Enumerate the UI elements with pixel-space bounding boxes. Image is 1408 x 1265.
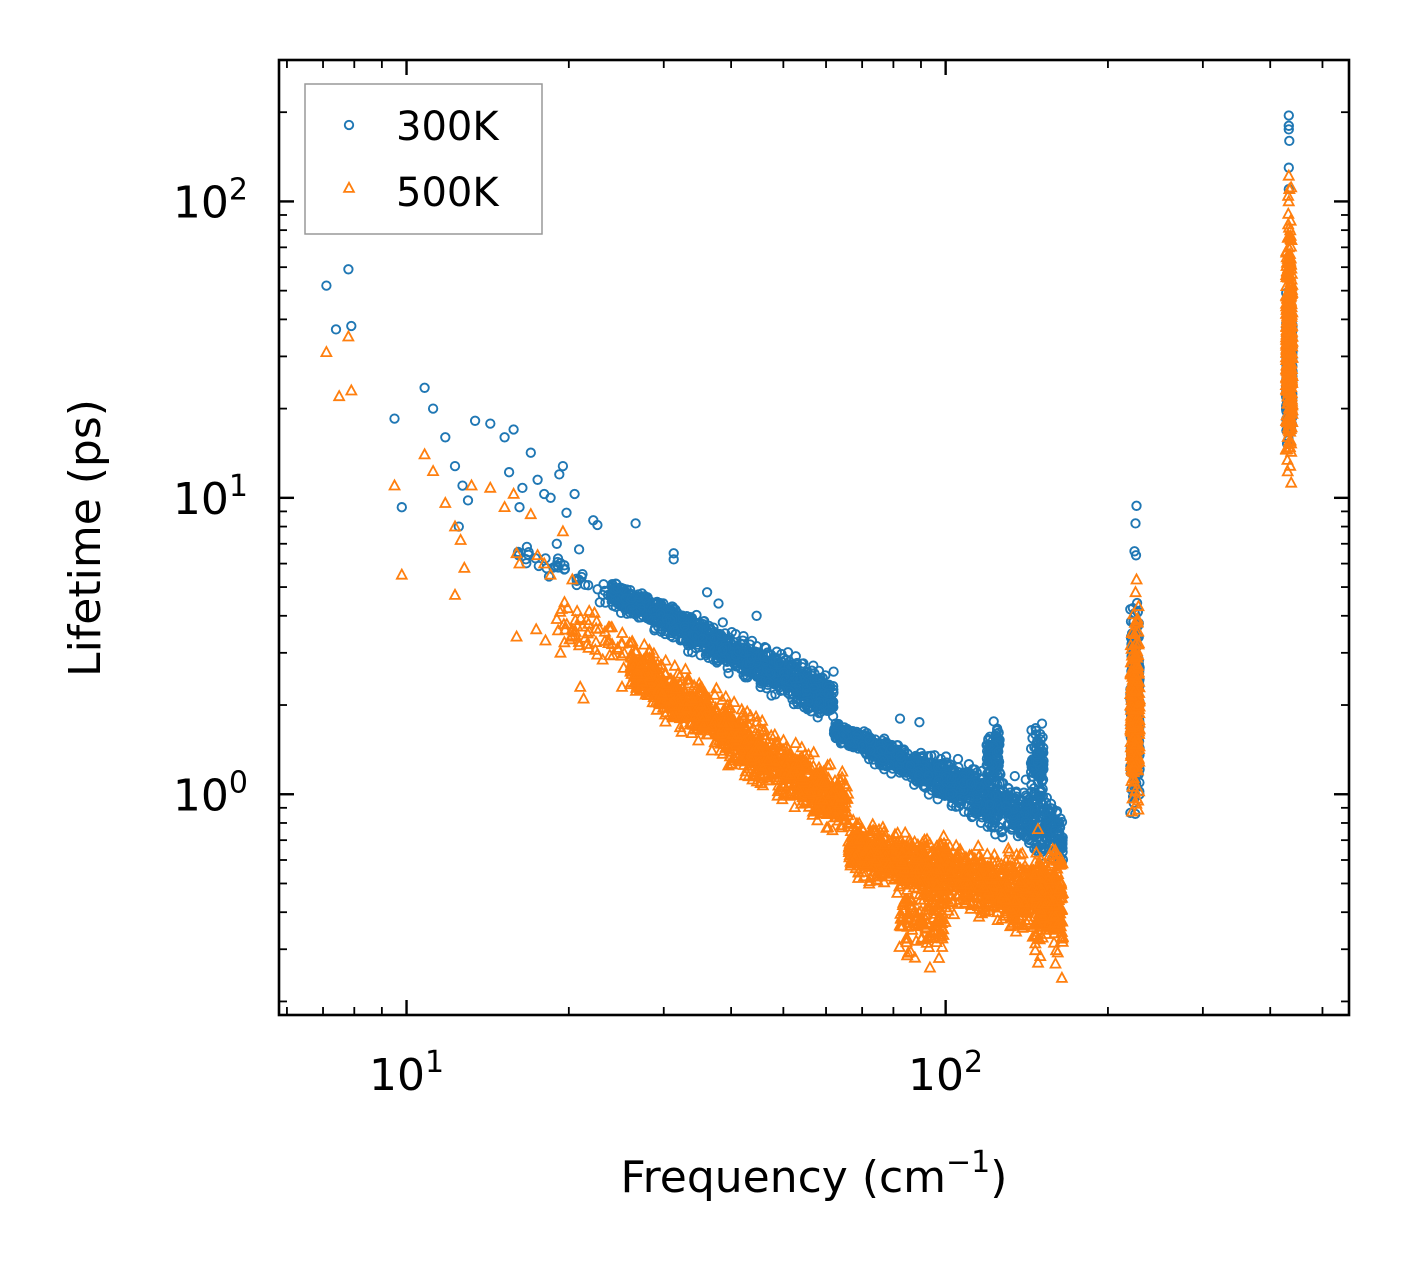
data-point-300k (523, 546, 534, 558)
data-point-300k (521, 541, 533, 553)
data-point-300k (683, 640, 694, 651)
data-point-300k (773, 657, 784, 668)
data-point-300k (679, 621, 690, 632)
data-point-300k (744, 657, 755, 668)
data-point-300k (766, 690, 777, 701)
data-point-300k (809, 668, 820, 679)
points-layer (319, 110, 1300, 983)
data-point-300k (778, 667, 789, 678)
data-point-300k (592, 584, 603, 595)
data-point-300k (703, 620, 715, 632)
data-point-300k (790, 651, 801, 662)
data-point-300k (550, 561, 561, 572)
data-point-300k (773, 680, 784, 692)
data-point-300k (737, 635, 749, 646)
data-point-300k (738, 670, 749, 681)
data-point-300k (828, 681, 839, 692)
data-point-300k (677, 610, 688, 621)
data-point-300k (798, 697, 809, 708)
data-point-300k (771, 666, 782, 678)
data-point-300k (784, 689, 795, 700)
data-point-300k (751, 651, 762, 662)
data-point-300k (612, 583, 623, 594)
data-point-300k (730, 661, 742, 672)
data-point-300k (738, 630, 749, 642)
data-point-300k (760, 656, 771, 667)
data-point-300k (659, 628, 671, 640)
data-point-300k (814, 697, 826, 708)
data-point-300k (776, 648, 787, 660)
data-point-300k (775, 685, 786, 696)
data-point-300k (803, 696, 814, 707)
data-point-300k (828, 666, 839, 677)
data-point-300k (792, 698, 803, 710)
data-point-300k (610, 601, 621, 613)
data-point-300k (533, 560, 544, 572)
data-point-300k (789, 680, 801, 692)
data-point-300k (700, 649, 712, 661)
data-point-300k (726, 626, 737, 638)
data-point-300k (806, 665, 818, 676)
data-point-300k (779, 674, 791, 685)
data-point-300k (765, 668, 776, 679)
data-point-300k (723, 668, 734, 679)
